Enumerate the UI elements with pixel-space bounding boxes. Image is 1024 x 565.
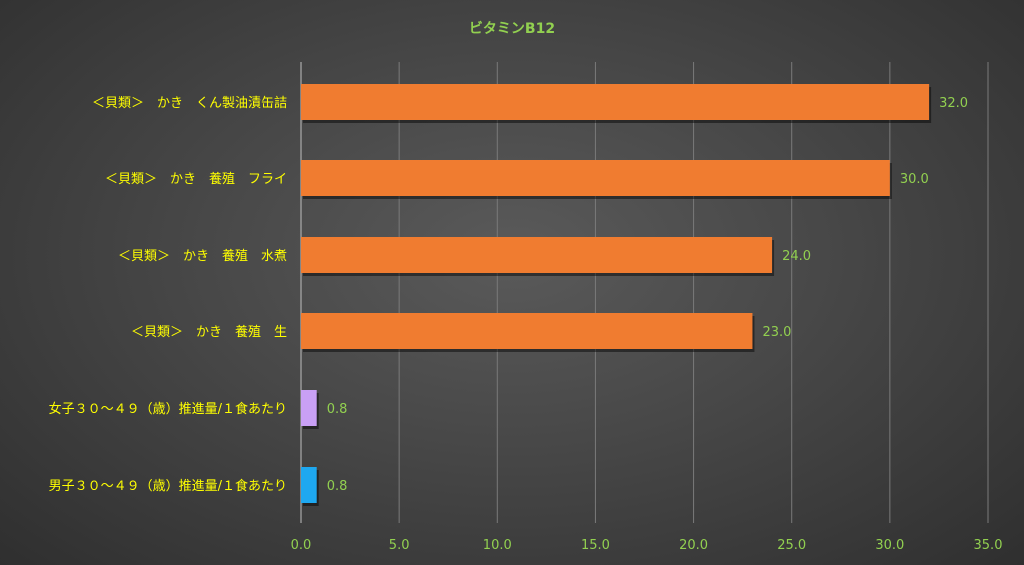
gridlines: [300, 62, 989, 523]
category-label: ＜貝類＞ かき 養殖 生: [131, 324, 287, 340]
bar: [301, 160, 890, 196]
x-tick-label: 20.0: [679, 538, 708, 553]
bar: [301, 237, 773, 273]
data-label: 0.8: [327, 479, 348, 494]
x-tick-label: 10.0: [483, 538, 512, 553]
category-label: 男子３０～４９（歳）推進量/１食あたり: [49, 478, 287, 494]
category-label: ＜貝類＞ かき くん製油漬缶詰: [92, 95, 287, 111]
data-label: 0.8: [327, 402, 348, 417]
x-tick-label: 35.0: [974, 538, 1003, 553]
category-label: ＜貝類＞ かき 養殖 フライ: [105, 171, 287, 187]
data-label: 24.0: [782, 249, 811, 264]
x-tick-label: 15.0: [581, 538, 610, 553]
bar: [301, 313, 753, 349]
data-label: 30.0: [900, 172, 929, 187]
data-label: 32.0: [939, 96, 968, 111]
labels: 0.0 5.0 10.0 15.0 20.0 25.0 30.0 35.0 ＜貝類＞ かき くん…: [49, 95, 1003, 553]
category-label: 女子３０～４９（歳）推進量/１食あたり: [49, 401, 287, 417]
x-tick-label: 25.0: [777, 538, 806, 553]
bar: [301, 84, 930, 120]
data-label: 23.0: [762, 325, 791, 340]
category-label: ＜貝類＞ かき 養殖 水煮: [118, 248, 287, 264]
x-tick-label: 30.0: [875, 538, 904, 553]
x-tick-label: 0.0: [291, 538, 312, 553]
chart-title: ビタミンB12: [469, 21, 555, 37]
bar: [301, 467, 317, 503]
bars: [301, 84, 932, 506]
bar: [301, 390, 317, 426]
x-tick-label: 5.0: [389, 538, 410, 553]
